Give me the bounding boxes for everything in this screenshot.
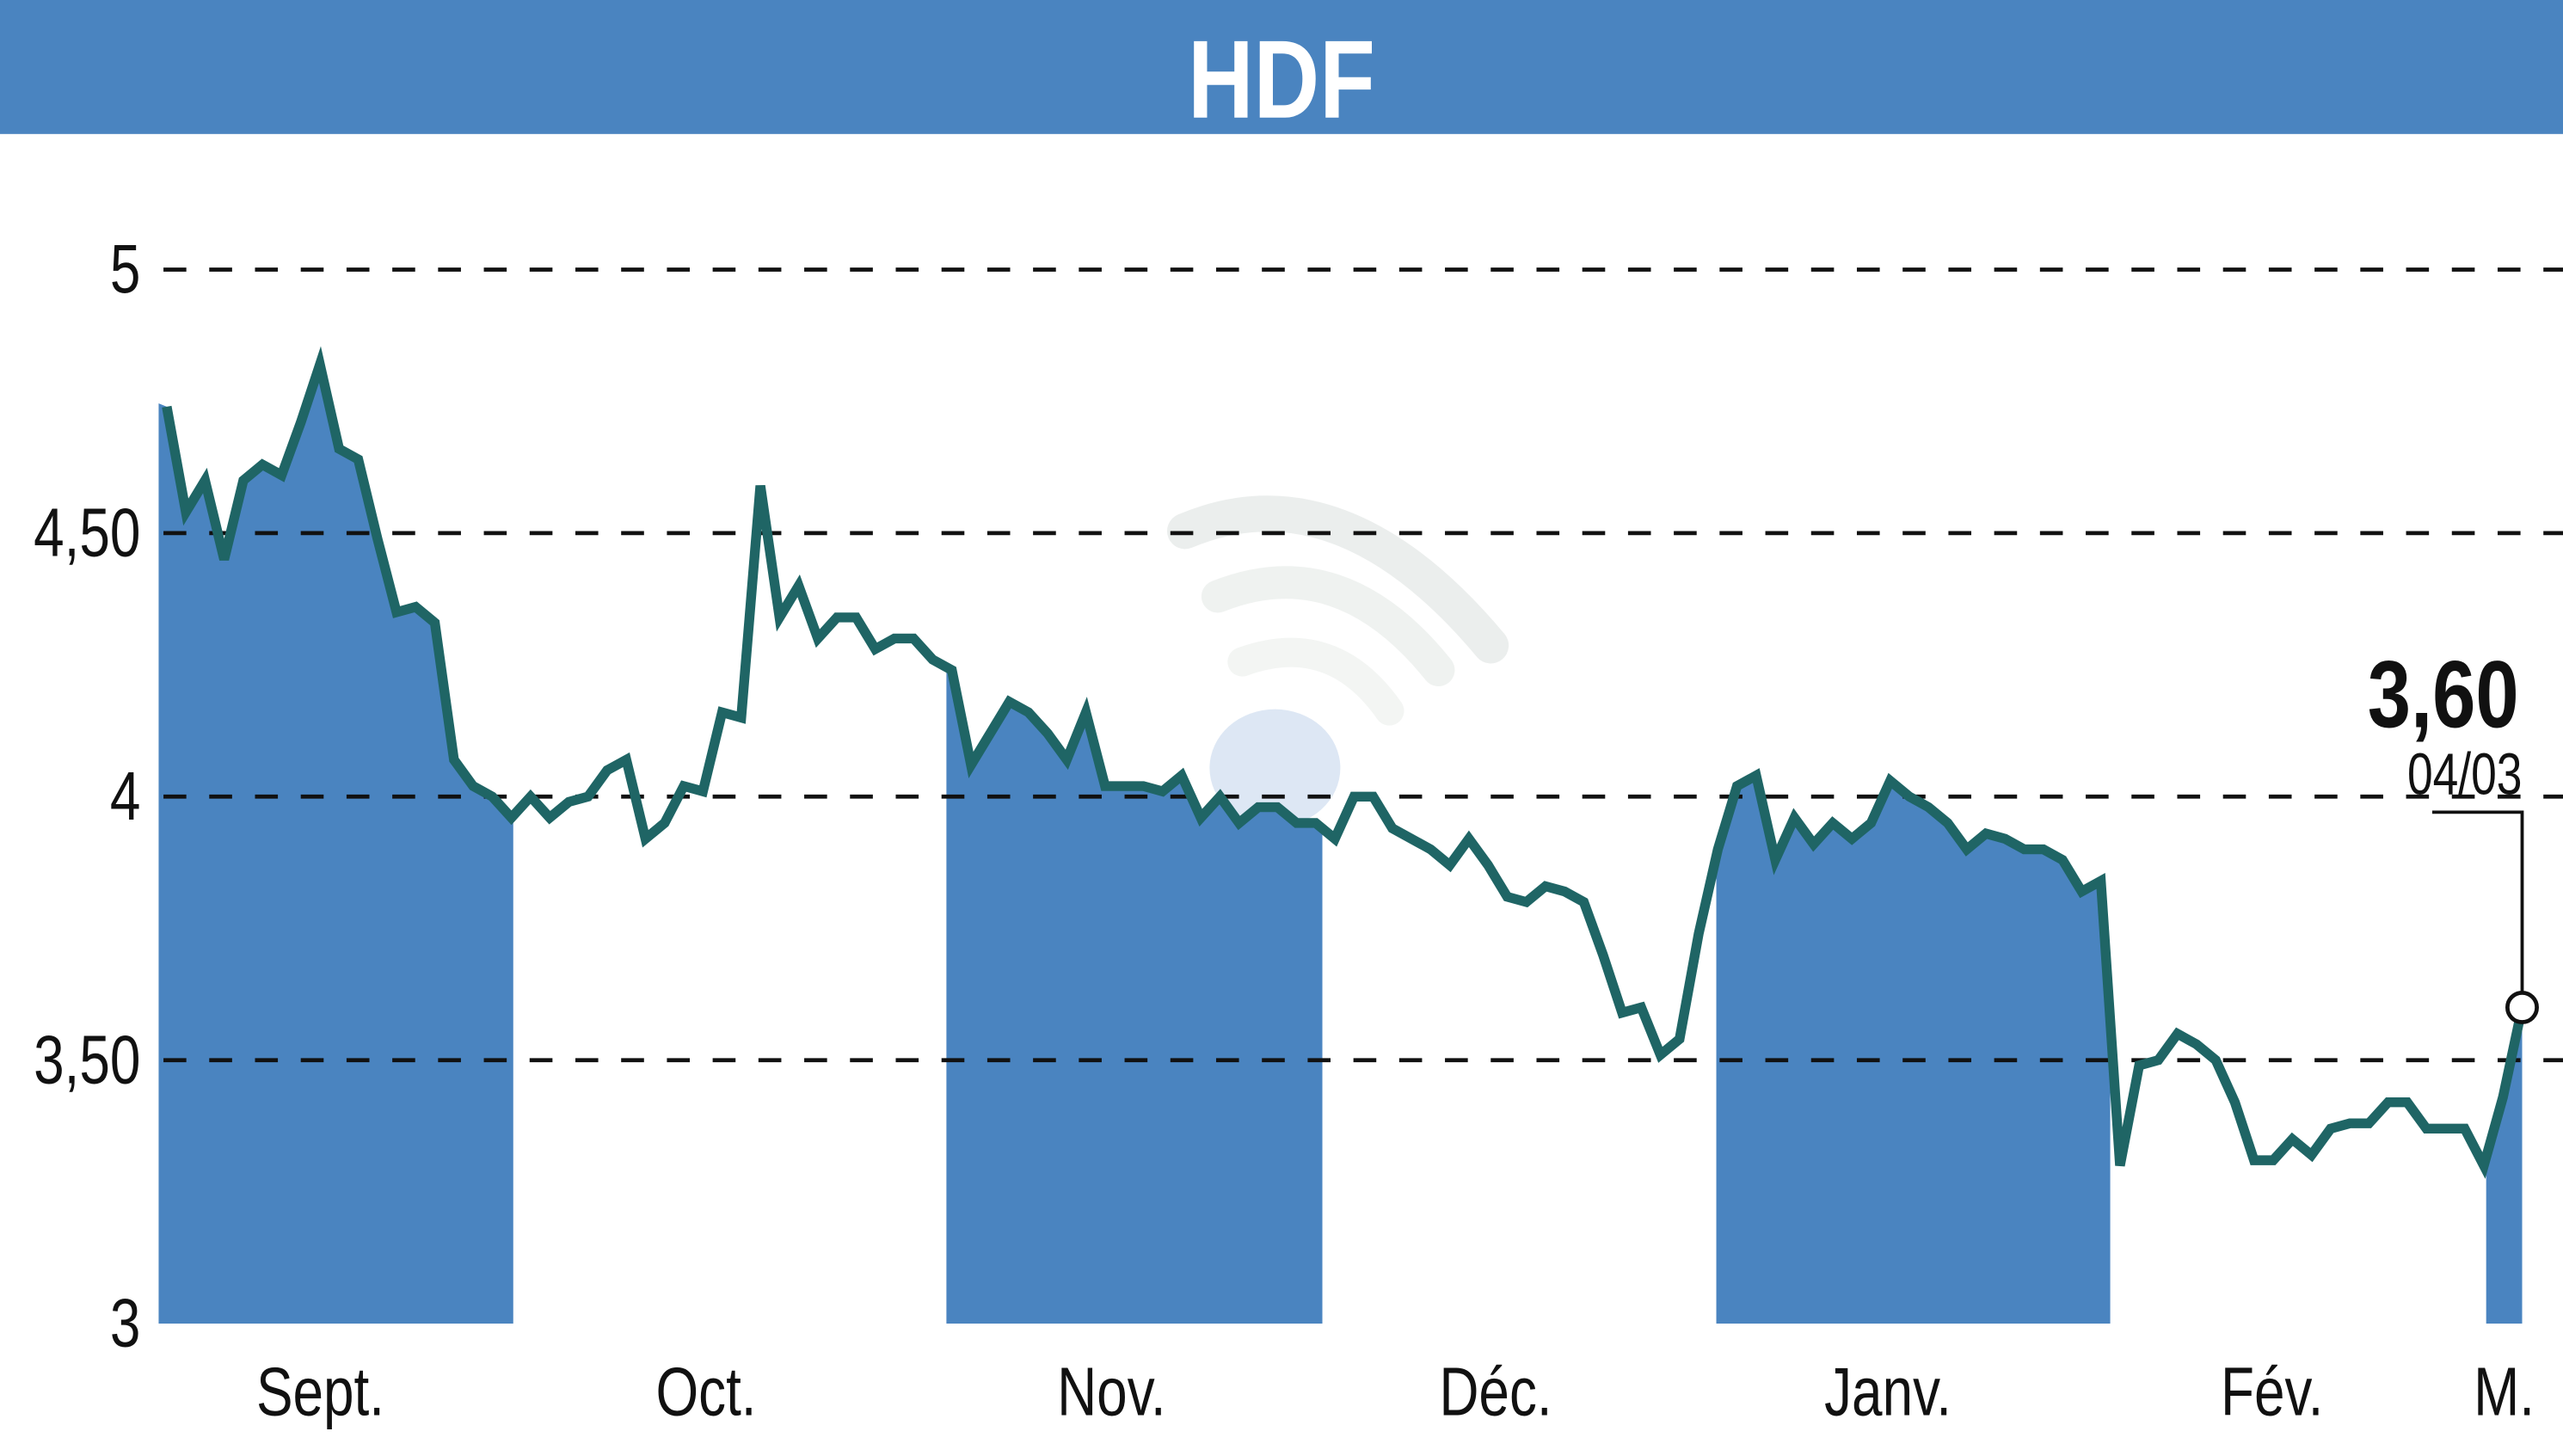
y-tick-label: 3 bbox=[110, 1286, 141, 1361]
price-line bbox=[162, 346, 2528, 1179]
x-tick-label: Nov. bbox=[1057, 1355, 1166, 1430]
month-band-area bbox=[2486, 1007, 2523, 1324]
x-tick-label: Sept. bbox=[256, 1355, 384, 1430]
x-tick-label: M. bbox=[2474, 1355, 2535, 1430]
last-value-date: 04/03 bbox=[2407, 740, 2523, 807]
month-band-area bbox=[158, 364, 513, 1324]
chart-title: HDF bbox=[1188, 18, 1375, 142]
y-tick-label: 4 bbox=[110, 759, 141, 834]
x-tick-label: Janv. bbox=[1824, 1355, 1951, 1430]
y-tick-label: 4,50 bbox=[34, 495, 140, 571]
month-band-area bbox=[946, 667, 1323, 1324]
last-point-marker bbox=[2505, 990, 2539, 1024]
last-value-callout: 3,60 04/03 bbox=[2368, 642, 2539, 1024]
watermark-logo bbox=[1166, 495, 1509, 827]
last-value-label: 3,60 bbox=[2368, 642, 2519, 747]
y-tick-label: 3,50 bbox=[34, 1023, 140, 1098]
month-band-area bbox=[1716, 775, 2111, 1324]
y-tick-label: 5 bbox=[110, 231, 141, 307]
header-bar bbox=[0, 0, 2563, 134]
x-tick-label: Oct. bbox=[655, 1355, 756, 1430]
callout-leader-line bbox=[2431, 810, 2524, 993]
x-tick-label: Déc. bbox=[1439, 1355, 1552, 1430]
x-tick-label: Fév. bbox=[2221, 1355, 2323, 1430]
